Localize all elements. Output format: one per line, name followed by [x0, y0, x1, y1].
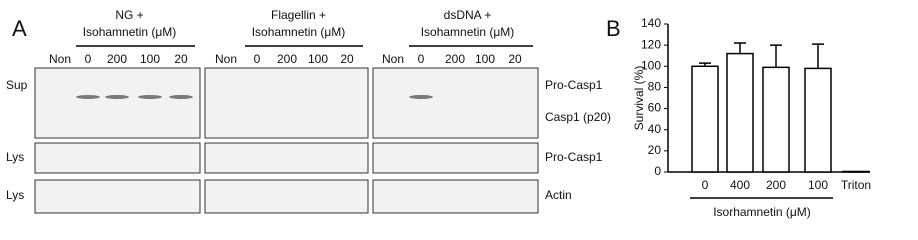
group-title: Isohamnetin (μM) [421, 25, 515, 39]
panel-label: B [606, 16, 621, 41]
x-tick-label: 0 [702, 178, 709, 192]
lane-label: 0 [85, 52, 92, 66]
blot [34, 179, 201, 214]
figure: A Sup Lys Lys Pro-Casp1 Casp1 (p20) Pro-… [6, 8, 871, 219]
blot [204, 179, 369, 214]
x-tick-label: 200 [766, 178, 786, 192]
group-title: dsDNA + [444, 8, 492, 22]
blot [34, 67, 201, 139]
band [105, 95, 129, 99]
band-label: Pro-Casp1 [545, 78, 603, 92]
blot [204, 142, 369, 174]
band [169, 95, 193, 99]
row-label: Lys [6, 150, 24, 164]
y-tick-label: 80 [648, 80, 662, 94]
bar [691, 65, 719, 173]
band-label: Casp1 (p20) [545, 110, 611, 124]
lane-label: 100 [475, 52, 495, 66]
x-tick-label: 100 [808, 178, 828, 192]
lane-label: 200 [277, 52, 297, 66]
lane-label: 200 [445, 52, 465, 66]
lane-label: Non [382, 52, 404, 66]
blot [34, 142, 201, 174]
blot [372, 142, 539, 174]
lane-label: 20 [174, 52, 188, 66]
row-label: Lys [6, 188, 24, 202]
lane-label: 0 [418, 52, 425, 66]
band-label: Actin [545, 188, 572, 202]
y-tick-label: 100 [641, 58, 661, 72]
group-title: Flagellin + [271, 8, 326, 22]
y-axis-label: Survival (%) [632, 66, 646, 131]
lane-label: Non [215, 52, 237, 66]
y-tick-label: 60 [648, 101, 662, 115]
error-bar [699, 62, 711, 67]
group-title: Isohamnetin (μM) [83, 25, 177, 39]
lane-label: 200 [107, 52, 127, 66]
lane-label: 0 [254, 52, 261, 66]
blot [204, 67, 369, 139]
lane-label: Non [49, 52, 71, 66]
bar [762, 66, 790, 173]
x-tick-label: Triton [841, 178, 871, 192]
lane-label: 100 [140, 52, 160, 66]
y-tick-label: 120 [641, 37, 661, 51]
panel-label: A [12, 16, 27, 41]
bar [804, 67, 832, 173]
bar [842, 170, 870, 173]
error-bar [812, 43, 824, 69]
y-tick-label: 40 [648, 122, 662, 136]
blot [372, 179, 539, 214]
y-tick-label: 20 [648, 143, 662, 157]
bar [726, 52, 754, 173]
band-label: Pro-Casp1 [545, 150, 603, 164]
x-axis-label: Isorhamnetin (μM) [713, 205, 811, 219]
x-tick-label: 400 [730, 178, 750, 192]
y-tick-label: 0 [654, 164, 661, 178]
group-title: NG + [115, 8, 143, 22]
y-tick-label: 140 [641, 16, 661, 30]
band [76, 95, 100, 99]
band [138, 95, 162, 99]
group-title: Isohamnetin (μM) [252, 25, 346, 39]
row-label: Sup [6, 78, 28, 92]
lane-label: 100 [308, 52, 328, 66]
lane-label: 20 [508, 52, 522, 66]
blot [372, 67, 539, 139]
band [409, 95, 433, 99]
lane-label: 20 [340, 52, 354, 66]
error-bar [734, 42, 746, 54]
error-bar [770, 44, 782, 68]
